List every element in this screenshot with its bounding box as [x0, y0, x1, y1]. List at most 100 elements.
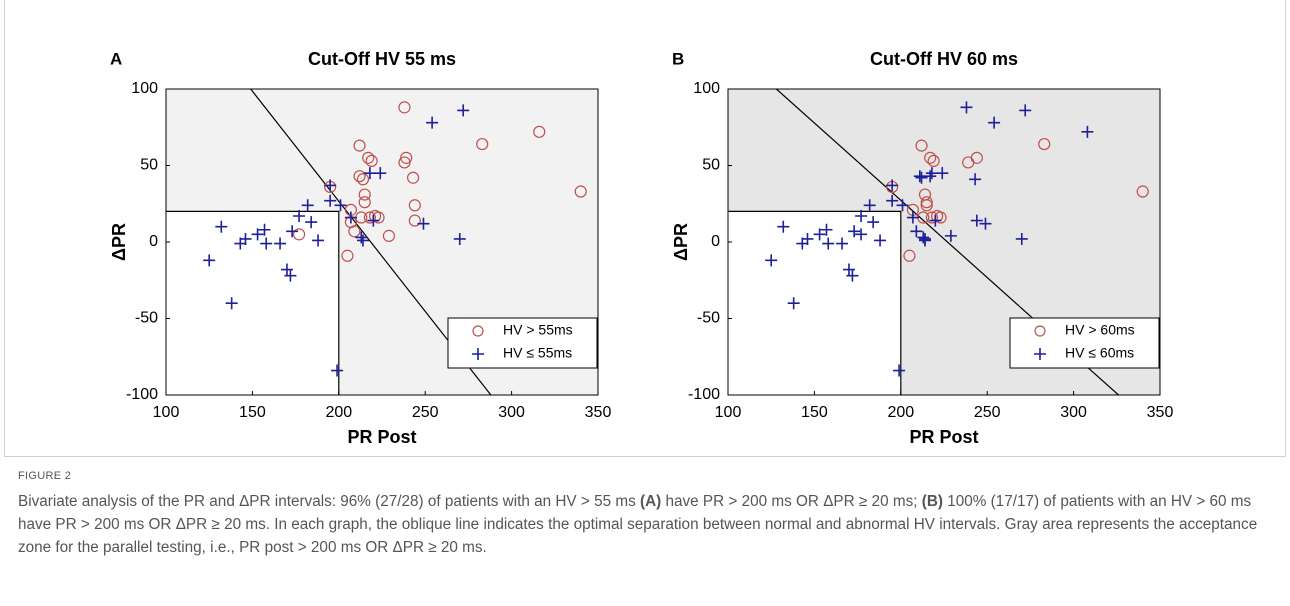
legend-label: HV ≤ 60ms [1065, 345, 1134, 361]
caption-label: FIGURE 2 [18, 470, 72, 482]
point [348, 225, 361, 238]
point [274, 237, 287, 250]
legend-box [447, 317, 598, 369]
point [574, 185, 587, 198]
point [925, 167, 938, 180]
point [925, 211, 939, 224]
point [408, 199, 421, 212]
y-tick-label: -100 [126, 386, 158, 403]
point [920, 196, 933, 209]
y-tick-label: 0 [149, 233, 158, 250]
point [1136, 185, 1149, 198]
legend-marker [472, 325, 484, 337]
rejection-zone [166, 211, 339, 395]
point [915, 171, 928, 184]
point [293, 209, 306, 222]
point [353, 170, 366, 183]
point [848, 225, 861, 238]
point [777, 220, 790, 233]
point [365, 154, 378, 168]
y-tick-label: 50 [140, 157, 158, 174]
y-axis-label: ΔPR [109, 223, 129, 261]
point [970, 151, 983, 164]
point [280, 263, 293, 276]
point [301, 199, 314, 212]
caption-part: have PR > 200 ms OR ΔPR ≥ 20 ms; [661, 493, 922, 510]
point [476, 137, 489, 151]
point [903, 249, 916, 262]
point [426, 116, 439, 129]
point [765, 254, 778, 267]
point [927, 154, 940, 168]
legend-label: HV > 60ms [1065, 322, 1135, 338]
point [855, 209, 868, 222]
point [398, 156, 411, 169]
point [917, 231, 930, 244]
point [408, 214, 421, 227]
x-tick-label: 200 [887, 404, 914, 421]
x-tick-label: 150 [801, 404, 828, 421]
legend-marker [1034, 325, 1046, 337]
zone-border [728, 210, 902, 395]
panel-label: A [110, 49, 122, 68]
point [1038, 137, 1051, 151]
point [324, 194, 337, 207]
point [353, 139, 366, 152]
x-axis-label: PR Post [347, 427, 416, 447]
point [979, 217, 992, 230]
caption: FIGURE 2 Bivariate analysis of the PR an… [18, 470, 1280, 559]
x-tick-label: 150 [239, 404, 266, 421]
legend-marker [472, 348, 484, 360]
point [356, 173, 370, 186]
point [924, 151, 937, 164]
point [324, 179, 337, 192]
point [855, 228, 868, 241]
point [367, 214, 380, 227]
point [910, 225, 923, 238]
point [258, 223, 271, 236]
point [260, 237, 273, 250]
point [1019, 104, 1032, 117]
point [930, 209, 944, 223]
point [915, 139, 928, 152]
point [801, 232, 814, 245]
point [836, 237, 849, 250]
panel-label: B [672, 49, 684, 68]
rejection-zone [728, 211, 901, 395]
point [362, 151, 375, 164]
point [918, 232, 931, 245]
point [215, 220, 228, 233]
point [398, 101, 411, 114]
point [924, 170, 937, 183]
caption-part: (B) [921, 493, 943, 510]
point [893, 364, 906, 377]
y-tick-label: 100 [131, 80, 158, 97]
legend-label: HV ≤ 55ms [503, 345, 572, 361]
legend-box [1009, 317, 1160, 369]
chart-title: Cut-Off HV 60 ms [870, 49, 1018, 69]
x-tick-label: 300 [498, 404, 525, 421]
point [368, 209, 382, 223]
point [874, 234, 887, 247]
point [913, 170, 926, 183]
point [533, 125, 546, 138]
caption-part: Bivariate analysis of the PR and ΔPR int… [18, 493, 640, 510]
legend-label: HV > 55ms [503, 322, 573, 338]
x-tick-label: 350 [1147, 404, 1174, 421]
point [846, 269, 859, 282]
point [356, 234, 369, 247]
point [969, 173, 982, 186]
chart-title: Cut-Off HV 55 ms [308, 49, 456, 69]
point [374, 167, 387, 180]
point [355, 231, 368, 244]
point [203, 254, 216, 267]
point [929, 214, 942, 227]
point [363, 211, 377, 224]
point [225, 297, 238, 310]
point [936, 167, 949, 180]
point [292, 228, 306, 241]
y-tick-label: -50 [697, 310, 720, 327]
y-tick-label: -100 [688, 386, 720, 403]
figure-frame [4, 0, 1286, 457]
caption-part: (A) [639, 493, 662, 510]
